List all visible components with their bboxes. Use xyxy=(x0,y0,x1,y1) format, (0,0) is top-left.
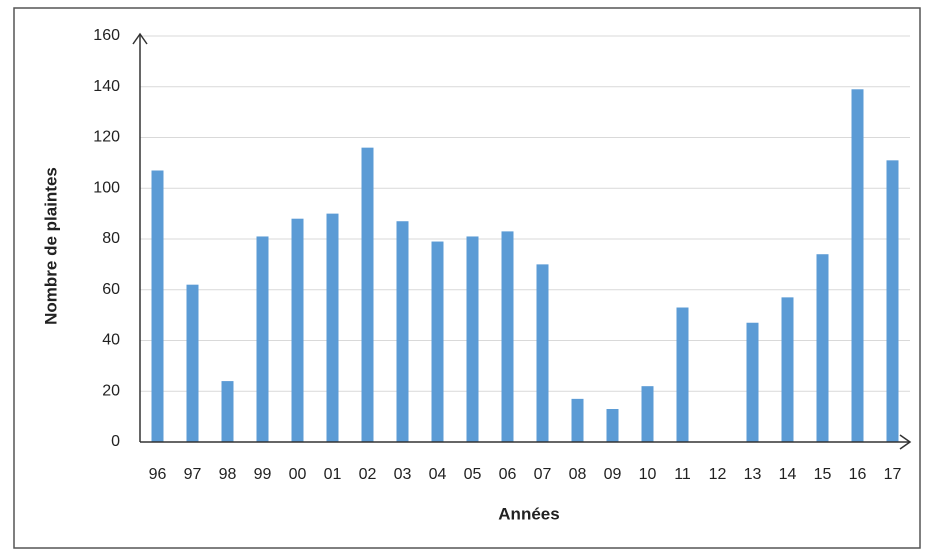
y-tick-label: 160 xyxy=(93,27,120,44)
x-tick-label: 09 xyxy=(604,466,622,483)
x-tick-label: 08 xyxy=(569,466,587,483)
y-tick-label: 20 xyxy=(102,382,120,399)
bar xyxy=(851,89,864,442)
bar xyxy=(816,254,829,442)
bar xyxy=(536,264,549,442)
y-tick-label: 60 xyxy=(102,281,120,298)
x-axis-arrow xyxy=(899,434,912,450)
x-tick-label: 14 xyxy=(779,466,797,483)
y-tick-label: 0 xyxy=(111,433,120,450)
bar xyxy=(361,147,374,442)
x-tick-label: 04 xyxy=(429,466,447,483)
bar xyxy=(326,213,339,442)
x-tick-label: 00 xyxy=(289,466,307,483)
y-axis-title: Nombre de plaintes xyxy=(41,167,60,325)
bar xyxy=(151,170,164,443)
x-tick-label: 17 xyxy=(884,466,902,483)
y-axis-arrow xyxy=(132,32,148,45)
x-tick-label: 11 xyxy=(674,466,691,483)
bar xyxy=(291,218,304,442)
bar xyxy=(186,284,199,442)
bar xyxy=(746,322,759,442)
bar xyxy=(466,236,479,442)
bar xyxy=(571,398,584,442)
y-tick-label: 120 xyxy=(93,129,120,146)
y-tick-label: 80 xyxy=(102,230,120,247)
y-tick-label: 140 xyxy=(93,78,120,95)
bar xyxy=(606,409,619,442)
x-tick-label: 96 xyxy=(149,466,167,483)
x-tick-label: 10 xyxy=(639,466,657,483)
bar xyxy=(396,221,409,442)
x-tick-label: 99 xyxy=(254,466,272,483)
x-axis-title: Années xyxy=(498,504,559,523)
x-tick-label: 16 xyxy=(849,466,867,483)
x-tick-label: 07 xyxy=(534,466,552,483)
bar xyxy=(431,241,444,442)
x-tick-label: 02 xyxy=(359,466,377,483)
bar xyxy=(641,386,654,442)
bar xyxy=(781,297,794,442)
bar xyxy=(256,236,269,442)
bar xyxy=(221,381,234,442)
y-tick-label: 100 xyxy=(93,179,120,196)
x-tick-label: 15 xyxy=(814,466,832,483)
x-tick-label: 06 xyxy=(499,466,517,483)
x-tick-label: 03 xyxy=(394,466,412,483)
bar xyxy=(886,160,899,442)
x-tick-label: 05 xyxy=(464,466,482,483)
x-tick-label: 13 xyxy=(744,466,762,483)
y-tick-label: 40 xyxy=(102,332,120,349)
bar xyxy=(501,231,514,442)
x-tick-label: 12 xyxy=(709,466,727,483)
x-tick-label: 97 xyxy=(184,466,202,483)
x-tick-label: 98 xyxy=(219,466,237,483)
x-tick-label: 01 xyxy=(324,466,342,483)
bar xyxy=(676,307,689,442)
